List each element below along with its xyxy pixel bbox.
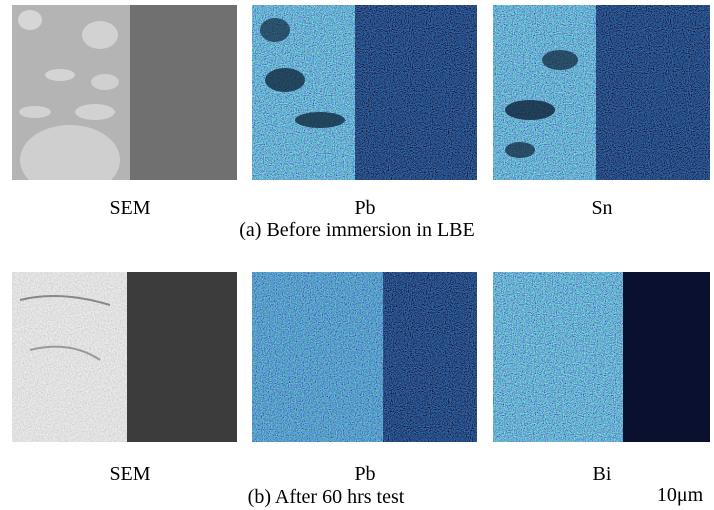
pb-map-b <box>252 272 477 442</box>
panel-label: Pb <box>354 197 375 219</box>
panel-label: SEM <box>109 197 150 219</box>
pb-map-a <box>252 5 477 180</box>
sem-image-a <box>12 5 237 180</box>
caption: (a) Before immersion in LBE <box>239 219 475 241</box>
panel-label: Bi <box>593 463 612 485</box>
scale-bar-label: 10μm <box>657 484 704 506</box>
panel-label: SEM <box>109 463 150 485</box>
panel-label: Pb <box>354 463 375 485</box>
caption: (b) After 60 hrs test <box>248 486 405 508</box>
panel-label: Sn <box>591 197 612 219</box>
sn-map-a <box>493 5 710 180</box>
bi-map-b <box>493 272 710 442</box>
sem-image-b <box>12 272 237 442</box>
